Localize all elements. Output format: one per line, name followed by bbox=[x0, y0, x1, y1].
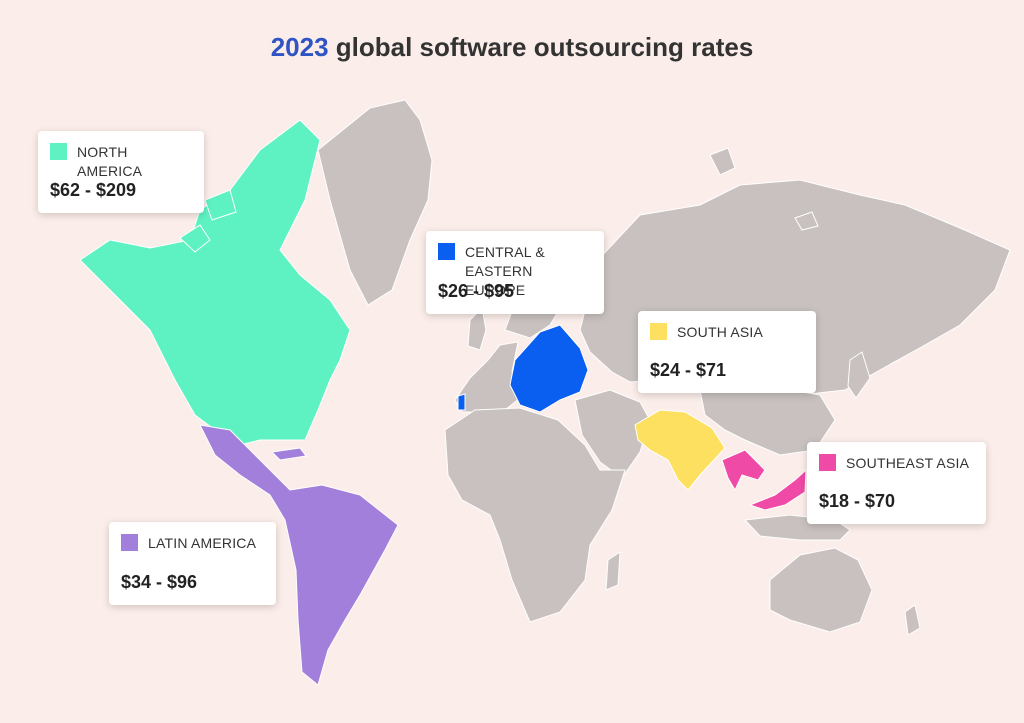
land-australia bbox=[769, 547, 873, 633]
land-africa bbox=[444, 407, 626, 623]
color-swatch-icon bbox=[438, 243, 455, 260]
land-arctic-island bbox=[794, 211, 819, 231]
region-latin-america-caribbean bbox=[270, 447, 307, 461]
region-southeast-asia-shape bbox=[721, 449, 766, 492]
land-japan bbox=[847, 351, 871, 399]
region-north-america-island bbox=[204, 189, 237, 221]
land-arctic-island bbox=[709, 147, 736, 176]
rate-range: $26 - $95 bbox=[438, 281, 515, 301]
region-name: CENTRAL & EASTERN EUROPE bbox=[465, 244, 545, 298]
land-greenland bbox=[317, 99, 433, 306]
region-north-america-island bbox=[179, 224, 211, 253]
region-latin-america-shape bbox=[199, 424, 399, 686]
rate-range: $34 - $96 bbox=[121, 572, 198, 592]
rate-range: $24 - $71 bbox=[650, 360, 727, 380]
land-new-zealand bbox=[904, 604, 921, 636]
region-central-eastern-europe-portugal bbox=[457, 393, 466, 411]
land-middle-east bbox=[574, 389, 651, 479]
region-card-southeast-asia[interactable]: SOUTHEAST ASIA $18 - $70 bbox=[807, 442, 986, 524]
color-swatch-icon bbox=[121, 534, 138, 551]
land-uk bbox=[467, 306, 487, 351]
title-text: global software outsourcing rates bbox=[335, 32, 754, 62]
rate-range: $62 - $209 bbox=[50, 180, 137, 200]
color-swatch-icon bbox=[650, 323, 667, 340]
region-name: SOUTHEAST ASIA bbox=[846, 455, 970, 471]
rate-range: $18 - $70 bbox=[819, 491, 896, 511]
land-madagascar bbox=[605, 551, 621, 591]
region-name: NORTH AMERICA bbox=[77, 144, 143, 179]
region-name: SOUTH ASIA bbox=[677, 324, 764, 340]
region-name: LATIN AMERICA bbox=[148, 535, 257, 551]
page-title: 2023 global software outsourcing rates bbox=[0, 32, 1024, 63]
region-southeast-asia-islands bbox=[748, 468, 807, 511]
color-swatch-icon bbox=[819, 454, 836, 471]
color-swatch-icon bbox=[50, 143, 67, 160]
region-card-central-eastern-europe[interactable]: CENTRAL & EASTERN EUROPE $26 - $95 bbox=[426, 231, 604, 314]
region-south-asia-shape bbox=[634, 409, 726, 491]
region-card-north-america[interactable]: NORTH AMERICA $62 - $209 bbox=[38, 131, 204, 213]
title-year: 2023 bbox=[270, 32, 329, 62]
region-central-eastern-europe-shape bbox=[509, 324, 589, 413]
region-card-latin-america[interactable]: LATIN AMERICA $34 - $96 bbox=[109, 522, 276, 605]
region-card-south-asia[interactable]: SOUTH ASIA $24 - $71 bbox=[638, 311, 816, 393]
